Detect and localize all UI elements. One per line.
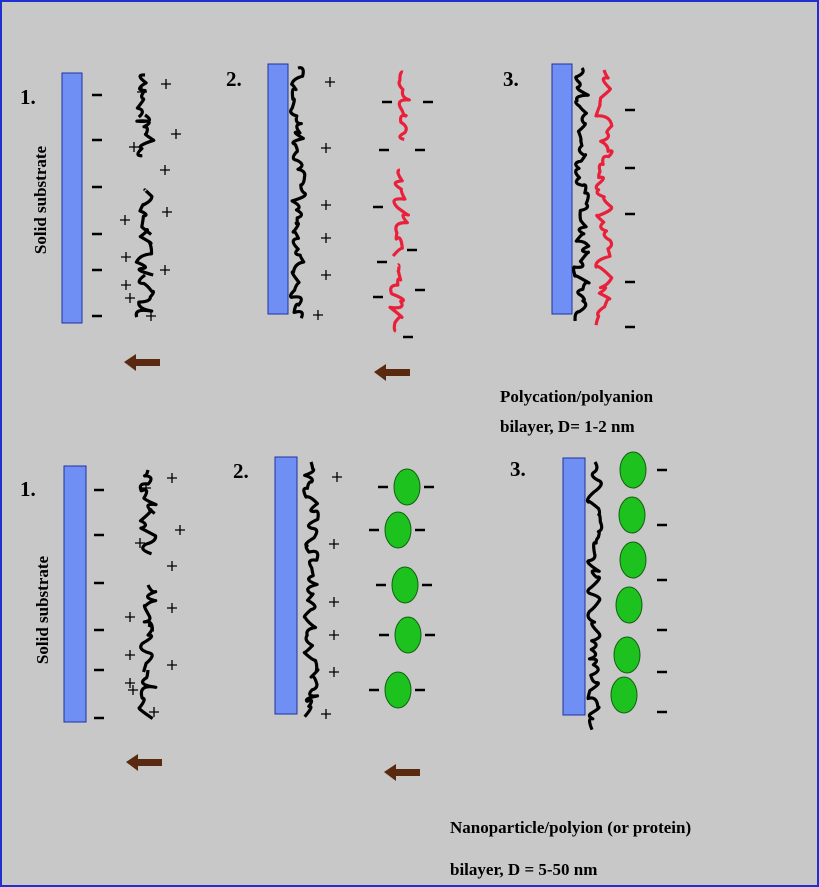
nanoparticle bbox=[385, 512, 411, 548]
caption: bilayer, D= 1-2 nm bbox=[500, 417, 635, 436]
frame bbox=[1, 1, 818, 886]
nanoparticle bbox=[620, 452, 646, 488]
nanoparticle bbox=[394, 469, 420, 505]
step-label: 3. bbox=[510, 457, 526, 481]
diagram: 1. 2. 3. Solid substrate Polycation/poly… bbox=[0, 0, 819, 887]
nanoparticle bbox=[614, 637, 640, 673]
nanoparticle bbox=[395, 617, 421, 653]
step-label: 1. bbox=[20, 85, 36, 109]
nanoparticle bbox=[392, 567, 418, 603]
step-label: 3. bbox=[503, 67, 519, 91]
substrate bbox=[275, 457, 297, 714]
caption: Nanoparticle/polyion (or protein) bbox=[450, 818, 691, 837]
nanoparticle bbox=[611, 677, 637, 713]
substrate bbox=[64, 466, 86, 722]
substrate-label: Solid substrate bbox=[33, 555, 52, 664]
step-label: 1. bbox=[20, 477, 36, 501]
substrate bbox=[62, 73, 82, 323]
nanoparticle bbox=[619, 497, 645, 533]
step-label: 2. bbox=[233, 459, 249, 483]
caption: Polycation/polyanion bbox=[500, 387, 654, 406]
substrate bbox=[268, 64, 288, 314]
nanoparticle bbox=[385, 672, 411, 708]
nanoparticle bbox=[620, 542, 646, 578]
step-label: 2. bbox=[226, 67, 242, 91]
page: 1. 2. 3. Solid substrate Polycation/poly… bbox=[0, 0, 819, 887]
substrate bbox=[563, 458, 585, 715]
nanoparticle bbox=[616, 587, 642, 623]
substrate bbox=[552, 64, 572, 314]
caption: bilayer, D = 5-50 nm bbox=[450, 860, 597, 879]
substrate-label: Solid substrate bbox=[31, 145, 50, 254]
